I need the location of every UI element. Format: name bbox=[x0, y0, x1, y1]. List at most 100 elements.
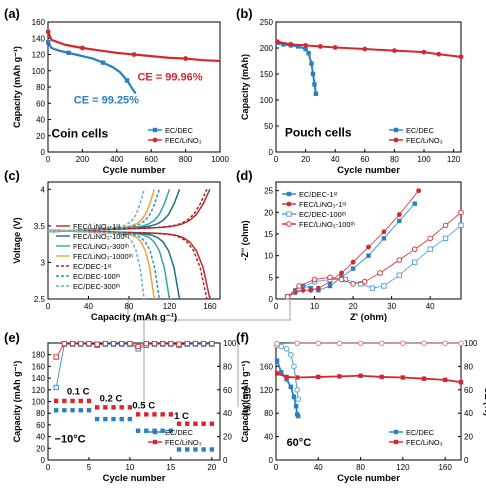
panel-f-point bbox=[294, 340, 300, 346]
panel-a-legend-label: FEC/LiNO₃ bbox=[165, 136, 202, 145]
panel-b-point bbox=[458, 54, 464, 60]
panel-b-point bbox=[318, 44, 323, 49]
panel-d-legend-marker bbox=[286, 211, 292, 217]
panel-b-y-axis-title: Capacity (mAh) bbox=[240, 54, 250, 120]
panel-e-point bbox=[127, 405, 133, 410]
panel-e-point bbox=[70, 408, 75, 413]
panel-a-ytick-label: 20 bbox=[36, 132, 45, 141]
panel-f-point bbox=[421, 376, 427, 381]
panel-e-y2-axis-title: CE (%) bbox=[242, 387, 252, 416]
panel-e-annotation: −10°C bbox=[55, 433, 86, 445]
panel-a-ytick-label: 120 bbox=[32, 51, 46, 60]
panel-b-point bbox=[296, 44, 301, 49]
panel-e-point bbox=[127, 340, 133, 347]
panel-d-point bbox=[369, 285, 376, 291]
panel-a-point bbox=[100, 60, 106, 65]
panel-b-legend-label: EC/DEC bbox=[406, 126, 435, 135]
panel-b-ytick-label: 50 bbox=[264, 122, 273, 131]
panel-f-point bbox=[274, 371, 280, 376]
panel-d-point bbox=[350, 259, 356, 265]
panel-a-xtick-label: 200 bbox=[76, 155, 90, 164]
panel-f-y-axis-title: Capacity (mAh g⁻¹) bbox=[240, 361, 250, 443]
panel-b-xtick-label: 60 bbox=[360, 155, 369, 164]
panel-f-ytick-label: 120 bbox=[260, 386, 274, 395]
panel-d-point bbox=[327, 274, 333, 281]
panel-d-point bbox=[350, 266, 356, 271]
panel-d-point bbox=[308, 287, 314, 293]
panel-b-xtick-label: 40 bbox=[331, 155, 340, 164]
panel-d-ytick-label: 20 bbox=[264, 208, 273, 217]
panel-b-point bbox=[392, 48, 397, 53]
panel-e-y2tick-label: 60 bbox=[223, 386, 232, 395]
panel-d-legend-label: FEC/LiNO₃-1ˢᵗ bbox=[299, 200, 347, 209]
panel-f-x-axis-title: Cycle number bbox=[337, 473, 400, 484]
panel-e-ytick-label: 60 bbox=[36, 421, 45, 430]
panel-b-ytick-label: 150 bbox=[260, 70, 274, 79]
panel-f-series-line bbox=[276, 372, 462, 384]
panel-e-point bbox=[111, 416, 116, 422]
panel-e-point bbox=[110, 340, 117, 347]
panel-f-point bbox=[442, 340, 448, 346]
panel-d-point bbox=[366, 244, 371, 250]
panel-e-point bbox=[53, 384, 59, 391]
panel-c-frame bbox=[47, 181, 221, 300]
panel-f-ytick-label: 160 bbox=[260, 362, 274, 371]
panel-e-point bbox=[160, 340, 166, 347]
panel-a-ytick-label: 160 bbox=[32, 18, 46, 27]
panel-d-point bbox=[396, 212, 402, 217]
panel-a-legend-marker bbox=[152, 127, 158, 133]
panel-e-ce-line bbox=[55, 343, 212, 388]
panel-a-point bbox=[66, 50, 71, 56]
panel-e-point bbox=[70, 398, 75, 404]
panel-d-point bbox=[350, 281, 356, 287]
panel-c-legend-label: EC/DEC-300ᵗʰ bbox=[73, 282, 120, 291]
panel-b-legend-marker bbox=[393, 127, 399, 133]
panel-f-y2tick-label: 20 bbox=[464, 433, 473, 442]
panel-f-point bbox=[315, 340, 322, 346]
panel-d-legend-marker bbox=[286, 201, 292, 207]
panel-e-point bbox=[86, 340, 92, 347]
panel-e-point bbox=[78, 398, 83, 404]
panel-b-point bbox=[288, 41, 294, 47]
panel-a-xtick-label: 600 bbox=[145, 155, 159, 164]
panel-f-point bbox=[458, 379, 464, 385]
panel-e-point bbox=[103, 416, 108, 422]
panel-e-point bbox=[185, 421, 190, 426]
panel-e-ytick-label: 100 bbox=[32, 398, 46, 407]
panel-e-point bbox=[176, 447, 182, 452]
panel-d-point bbox=[412, 246, 418, 252]
panel-d-point bbox=[427, 246, 433, 252]
panel-b-xtick-label: 100 bbox=[417, 155, 431, 164]
panel-f-point bbox=[378, 340, 385, 346]
panel-d-point bbox=[315, 285, 321, 291]
panel-a-legend-marker bbox=[152, 137, 158, 143]
panel-c-x-axis-title: Capacity (mAh g⁻¹) bbox=[91, 312, 177, 323]
panel-f-point bbox=[288, 384, 293, 390]
panel-e-x-axis-title: Cycle number bbox=[103, 473, 166, 484]
panel-e-point bbox=[119, 340, 125, 347]
panel-e-point bbox=[94, 341, 100, 347]
panel-a-legend-label: EC/DEC bbox=[165, 126, 194, 135]
panel-e-point bbox=[119, 416, 124, 422]
panel-d-legend-marker bbox=[286, 191, 292, 197]
panel-a-x-axis-title: Cycle number bbox=[103, 165, 166, 176]
panel-e-legend-marker bbox=[152, 439, 158, 445]
panel-e-point bbox=[209, 421, 215, 426]
panel-b-frame bbox=[275, 21, 462, 153]
panel-e-point bbox=[144, 428, 149, 433]
panel-f-point bbox=[295, 396, 301, 402]
panel-f-annotation: 60°C bbox=[287, 437, 312, 449]
panel-f-point bbox=[293, 403, 299, 409]
panel-d-point bbox=[427, 235, 433, 242]
panel-d-point bbox=[416, 188, 422, 194]
panel-a-annotation: CE = 99.25% bbox=[74, 94, 139, 106]
panel-a-ytick-label: 80 bbox=[36, 83, 45, 92]
panel-e-point bbox=[53, 408, 59, 413]
panel-f-point bbox=[358, 373, 363, 378]
panel-f-point bbox=[278, 343, 285, 350]
panel-b-series-line bbox=[277, 40, 462, 58]
panel-f-point bbox=[336, 340, 343, 346]
panel-f-point bbox=[400, 375, 406, 380]
panel-f-point bbox=[337, 374, 342, 379]
